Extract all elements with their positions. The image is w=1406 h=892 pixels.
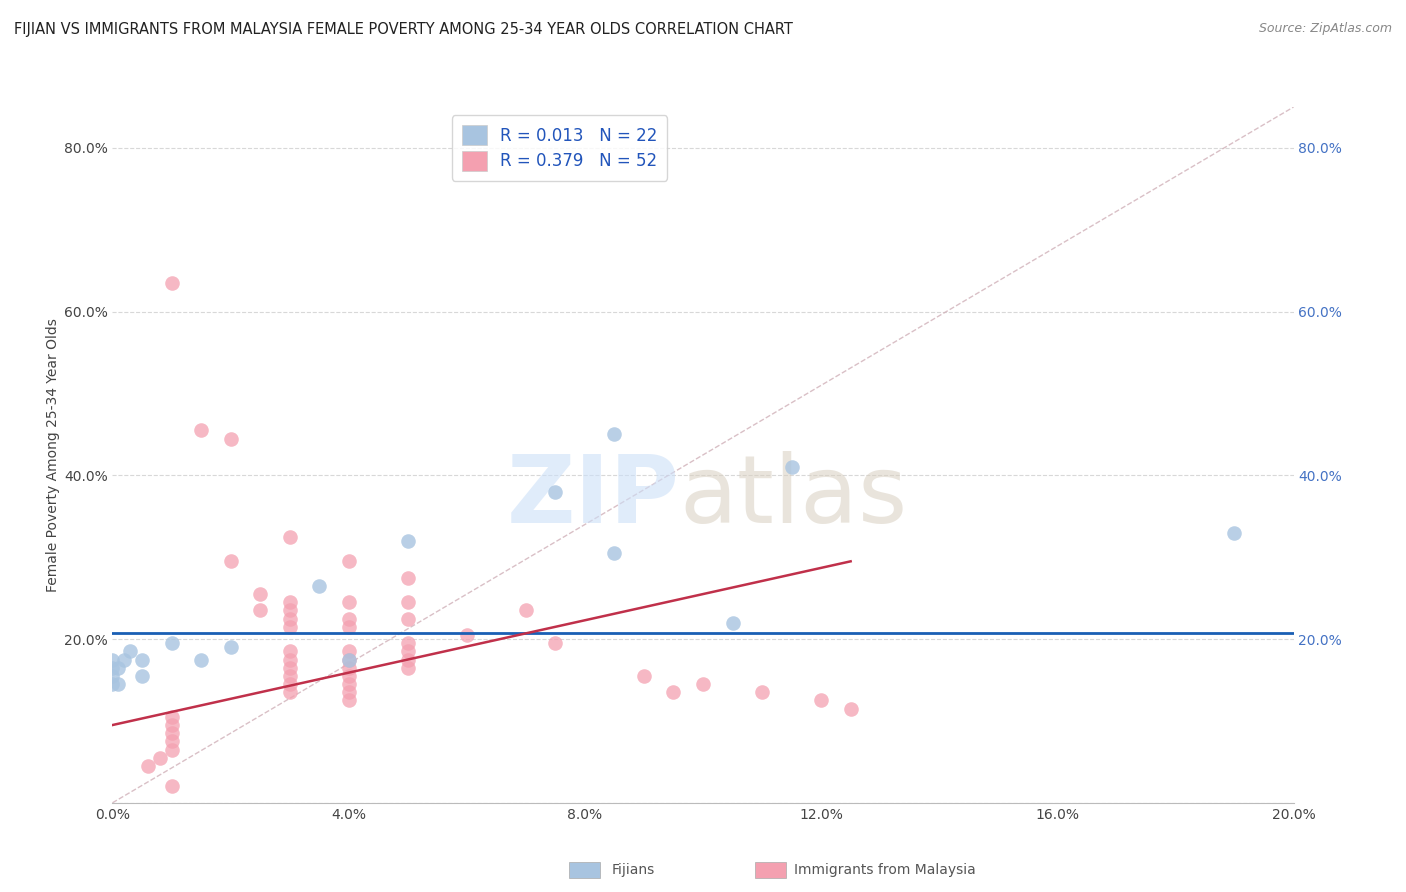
Point xyxy=(278,677,301,691)
Text: Immigrants from Malaysia: Immigrants from Malaysia xyxy=(794,863,976,877)
Point xyxy=(107,661,129,675)
Point xyxy=(278,603,301,617)
Text: Source: ZipAtlas.com: Source: ZipAtlas.com xyxy=(1258,22,1392,36)
Point xyxy=(278,661,301,675)
Point xyxy=(249,603,271,617)
Text: atlas: atlas xyxy=(679,450,908,542)
Point xyxy=(515,603,537,617)
Point xyxy=(160,726,183,740)
Point xyxy=(662,685,685,699)
Point xyxy=(219,640,242,655)
Point xyxy=(692,677,714,691)
Point xyxy=(190,652,212,666)
Point xyxy=(136,759,159,773)
Text: ZIP: ZIP xyxy=(506,450,679,542)
Point xyxy=(278,612,301,626)
Point xyxy=(603,427,626,442)
Point xyxy=(544,636,567,650)
Point xyxy=(337,620,360,634)
Point xyxy=(278,595,301,609)
Point xyxy=(112,652,135,666)
Point xyxy=(396,612,419,626)
Point xyxy=(396,661,419,675)
Text: Fijians: Fijians xyxy=(612,863,655,877)
Point xyxy=(396,571,419,585)
Point xyxy=(396,652,419,666)
Point xyxy=(839,701,862,715)
Point xyxy=(219,554,242,568)
Point xyxy=(337,652,360,666)
Point xyxy=(160,780,183,794)
Point xyxy=(603,546,626,560)
Point xyxy=(544,484,567,499)
Point xyxy=(101,652,124,666)
Point xyxy=(101,677,124,691)
Point xyxy=(149,751,172,765)
Point xyxy=(337,652,360,666)
Point xyxy=(278,685,301,699)
Text: FIJIAN VS IMMIGRANTS FROM MALAYSIA FEMALE POVERTY AMONG 25-34 YEAR OLDS CORRELAT: FIJIAN VS IMMIGRANTS FROM MALAYSIA FEMAL… xyxy=(14,22,793,37)
Point xyxy=(396,533,419,548)
Point xyxy=(278,620,301,634)
Point xyxy=(160,734,183,748)
Point xyxy=(160,742,183,756)
Point xyxy=(810,693,832,707)
Point xyxy=(751,685,773,699)
Point xyxy=(337,661,360,675)
Point xyxy=(131,669,153,683)
Point xyxy=(1223,525,1246,540)
Point xyxy=(160,276,183,290)
Point xyxy=(396,644,419,658)
Point xyxy=(337,644,360,658)
Point xyxy=(456,628,478,642)
Point xyxy=(101,661,124,675)
Point xyxy=(337,554,360,568)
Y-axis label: Female Poverty Among 25-34 Year Olds: Female Poverty Among 25-34 Year Olds xyxy=(45,318,59,592)
Legend: R = 0.013   N = 22, R = 0.379   N = 52: R = 0.013 N = 22, R = 0.379 N = 52 xyxy=(451,115,668,180)
Point xyxy=(337,685,360,699)
Point xyxy=(337,677,360,691)
Point xyxy=(337,595,360,609)
Point xyxy=(219,432,242,446)
Point xyxy=(120,644,142,658)
Point xyxy=(160,710,183,724)
Point xyxy=(278,652,301,666)
Point xyxy=(396,595,419,609)
Point xyxy=(278,669,301,683)
Point xyxy=(721,615,744,630)
Point xyxy=(160,718,183,732)
Point xyxy=(131,652,153,666)
Point xyxy=(190,423,212,437)
Point xyxy=(278,530,301,544)
Point xyxy=(107,677,129,691)
Point xyxy=(337,669,360,683)
Point xyxy=(308,579,330,593)
Point xyxy=(249,587,271,601)
Point xyxy=(160,636,183,650)
Point xyxy=(337,612,360,626)
Point xyxy=(101,669,124,683)
Point xyxy=(780,460,803,475)
Point xyxy=(337,693,360,707)
Point xyxy=(278,644,301,658)
Point xyxy=(396,636,419,650)
Point xyxy=(633,669,655,683)
